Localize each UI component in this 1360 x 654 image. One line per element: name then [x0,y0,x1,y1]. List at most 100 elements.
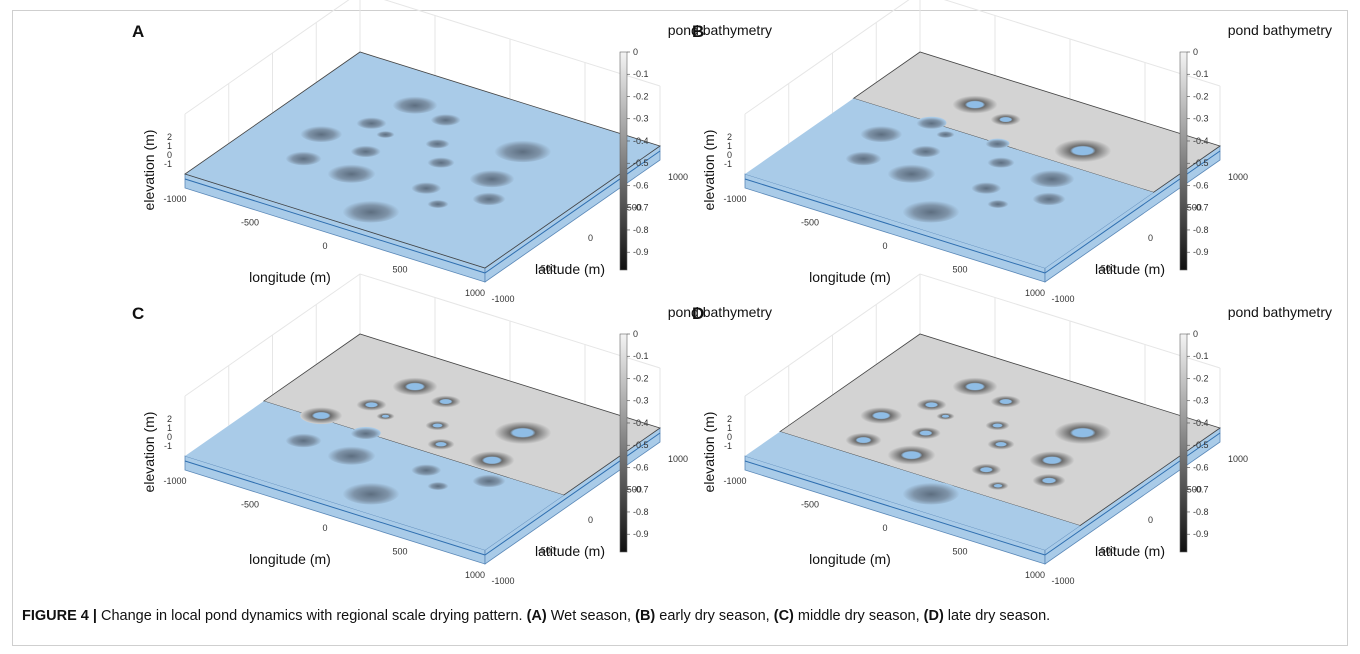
pond [887,445,936,465]
pond [936,130,955,138]
y-tick-label: 0 [1148,515,1153,525]
y-tick-label: 500 [627,485,642,495]
caption-desc-d: late dry season. [943,608,1051,624]
pond [916,116,947,129]
pond [425,138,450,149]
x-tick-label: -1000 [163,476,186,486]
pond [1029,169,1075,188]
colorbar-tick-label: -0.8 [1193,225,1209,235]
z-tick-label: 2 [727,132,732,142]
z-tick-label: 2 [167,414,172,424]
x-tick-label: -500 [241,218,259,228]
colorbar-tick-label: -0.1 [1193,69,1209,79]
colorbar [619,51,628,271]
pond [987,199,1009,208]
x-tick-label: 0 [882,241,887,251]
pond [860,407,903,424]
pond [472,473,506,488]
pond [300,125,343,142]
colorbar-tick-label: -0.3 [633,396,649,406]
x-tick-label: 500 [952,547,967,557]
colorbar-tick-label: -0.9 [633,529,649,539]
panel-label: A [132,22,145,41]
z-tick-label: 1 [727,423,732,433]
pond [285,150,322,166]
pond [902,481,960,505]
x-tick-label: 1000 [465,288,485,298]
x-axis-label: longitude (m) [809,551,891,567]
colorbar-tick-label: -0.5 [633,440,649,450]
colorbar-title: pond bathymetry [667,22,772,38]
y-tick-label: 1000 [668,454,688,464]
water-line [184,178,486,274]
pond [356,116,387,129]
pond [887,163,936,183]
pond [356,398,387,411]
panel-label: C [132,304,145,323]
pond [910,427,941,440]
pond [987,156,1015,168]
colorbar-tick-label: -0.7 [1193,203,1209,213]
x-tick-label: -500 [241,500,259,510]
caption-desc-b: early dry season, [655,608,774,624]
x-axis-label: longitude (m) [249,551,331,567]
y-tick-label: 500 [627,203,642,213]
x-tick-label: -500 [801,218,819,228]
colorbar-tick-label: -0.7 [633,485,649,495]
x-tick-label: -1000 [163,194,186,204]
water-surface [745,98,1154,268]
pond [350,145,381,158]
pond [469,169,515,188]
colorbar-tick-label: -0.4 [633,418,649,428]
pond [902,199,960,223]
pond [952,377,998,396]
colorbar-tick-label: -0.4 [1193,136,1209,146]
x-tick-label: 0 [882,523,887,533]
pond [936,412,955,420]
caption-tag-b: (B) [635,608,656,624]
colorbar-tick-label: -0.5 [633,158,649,168]
surface-plot: -1000-50005001000-1000-50005001000210-1l… [701,273,1248,586]
caption-tag-c: (C) [773,608,794,624]
pond [425,420,450,431]
pond [342,199,400,223]
caption-tag-d: (D) [923,608,944,624]
water-line [1044,150,1221,274]
pond [285,432,322,448]
colorbar [1179,51,1188,271]
y-tick-label: 500 [1187,203,1202,213]
grid-line [184,0,661,115]
colorbar-tick-label: 0 [633,47,638,57]
y-tick-label: -500 [1098,546,1116,556]
colorbar-tick-label: -0.6 [1193,180,1209,190]
pond [1032,473,1066,488]
colorbar-tick-label: 0 [633,329,638,339]
colorbar-tick-label: -0.9 [1193,529,1209,539]
z-tick-label: 1 [727,141,732,151]
colorbar [619,333,628,553]
surface-plot: -1000-50005001000-1000-50005001000210-1l… [701,0,1248,304]
pond [430,395,461,408]
pond [376,412,395,420]
y-tick-label: 0 [1148,233,1153,243]
pond [411,463,442,476]
x-tick-label: 0 [322,241,327,251]
colorbar-tick-label: -0.7 [633,203,649,213]
panel-label: D [692,304,705,323]
pond [472,191,506,206]
dry-surface [262,333,661,496]
pond [990,113,1021,126]
colorbar-title: pond bathymetry [667,304,772,320]
z-tick-label: -1 [164,441,172,451]
z-tick-label: -1 [724,159,732,169]
pond [916,398,947,411]
z-tick-label: 0 [167,150,172,160]
caption-tag-a: (A) [526,608,547,624]
water-line [744,178,1046,274]
pond [860,125,903,142]
pond [430,113,461,126]
colorbar-title: pond bathymetry [1227,304,1332,320]
pond [987,438,1015,450]
